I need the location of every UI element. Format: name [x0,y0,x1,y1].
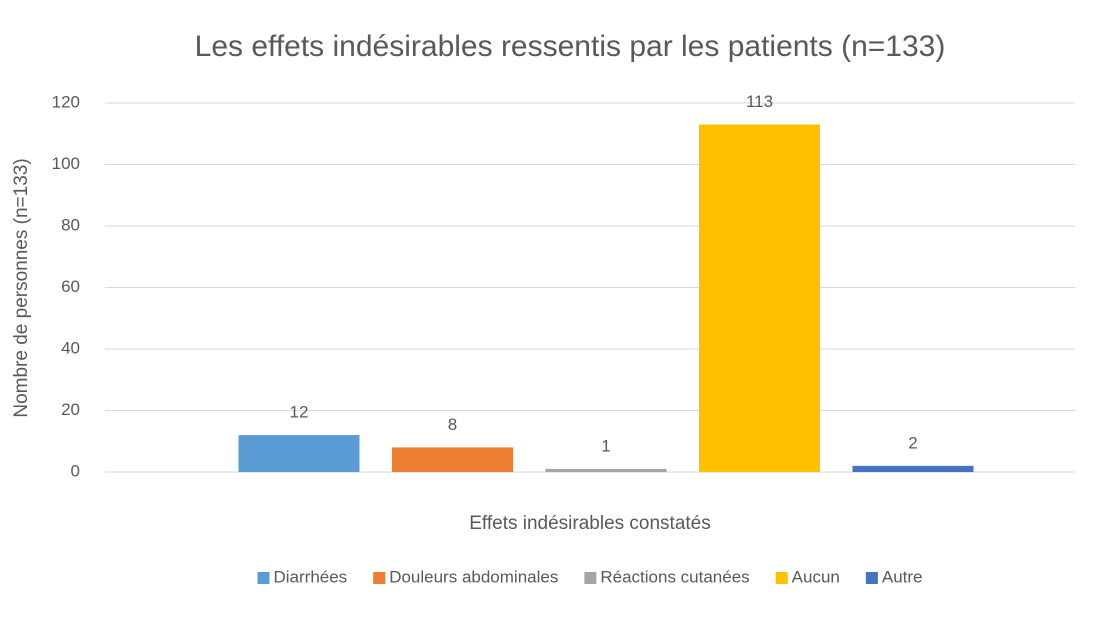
legend-swatch [775,572,788,584]
y-tick-label: 120 [52,92,80,111]
bar [545,468,667,472]
data-label: 2 [908,433,917,452]
y-tick-label: 20 [61,400,80,419]
y-tick-label: 60 [61,277,80,296]
data-label: 1 [601,436,610,455]
legend-label: Autre [882,567,923,586]
y-tick-label: 80 [61,215,80,234]
legend-label: Réactions cutanées [600,567,749,586]
legend-swatch [865,572,878,584]
y-tick-label: 0 [71,461,80,480]
data-label: 12 [290,403,309,422]
chart-title: Les effets indésirables ressentis par le… [195,30,946,63]
legend-label: Aucun [792,567,840,586]
legend-swatch [584,572,597,584]
legend-swatch [257,572,270,584]
legend-label: Douleurs abdominales [389,567,558,586]
data-label: 113 [746,92,773,111]
bar [238,435,360,472]
x-axis-title: Effets indésirables constatés [469,513,711,534]
y-axis-title: Nombre de personnes (n=133) [11,158,32,417]
y-tick-label: 100 [52,154,80,173]
bar [699,124,820,473]
legend-swatch [373,572,386,584]
data-label: 8 [448,415,457,434]
y-tick-label: 40 [61,338,80,357]
bar [392,447,513,472]
legend-label: Diarrhées [273,567,347,586]
bar [852,465,974,472]
